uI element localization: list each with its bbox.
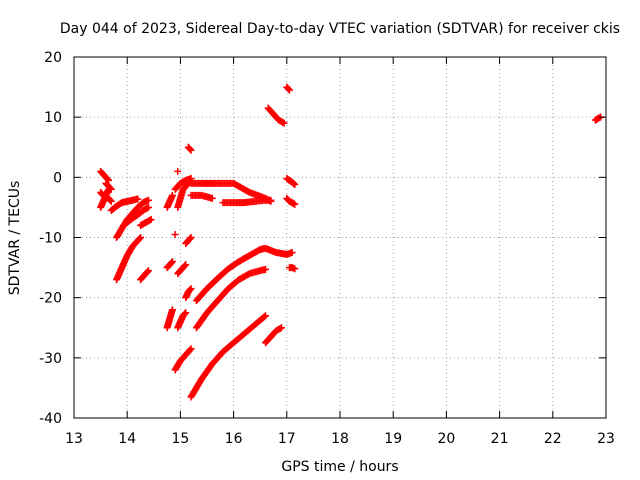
data-point-marker bbox=[187, 234, 195, 241]
data-point-marker bbox=[144, 203, 152, 211]
y-tick-label: -10 bbox=[39, 231, 62, 247]
data-point-marker bbox=[186, 346, 194, 354]
data-point-marker bbox=[291, 265, 299, 273]
x-tick-label: 21 bbox=[491, 431, 509, 447]
x-tick-label: 14 bbox=[118, 431, 136, 447]
data-point-marker bbox=[168, 259, 176, 267]
data-point-marker bbox=[291, 200, 299, 208]
data-point-marker bbox=[277, 324, 285, 332]
chart-grid bbox=[74, 57, 606, 418]
data-point-marker bbox=[136, 235, 144, 243]
data-point-marker bbox=[106, 184, 114, 192]
data-point-marker bbox=[144, 268, 152, 276]
data-point-marker bbox=[144, 196, 152, 204]
x-tick-label: 13 bbox=[65, 431, 83, 447]
data-point-marker bbox=[137, 234, 144, 241]
data-point-marker bbox=[174, 167, 182, 175]
data-point-marker bbox=[262, 265, 270, 273]
data-point-marker bbox=[186, 235, 194, 243]
data-points bbox=[97, 83, 605, 401]
data-point-marker bbox=[285, 86, 293, 94]
x-tick-label: 20 bbox=[437, 431, 455, 447]
data-point-marker bbox=[104, 175, 112, 183]
data-point-marker bbox=[168, 306, 176, 314]
x-tick-label: 23 bbox=[597, 431, 615, 447]
y-tick-label: 10 bbox=[44, 110, 62, 126]
data-point-marker bbox=[186, 145, 194, 153]
data-point-marker bbox=[182, 309, 190, 317]
data-point-marker bbox=[106, 196, 114, 204]
data-point-marker bbox=[107, 185, 115, 193]
data-point-marker bbox=[183, 180, 191, 188]
data-point-marker bbox=[168, 191, 176, 199]
y-tick-label: -20 bbox=[39, 291, 62, 307]
data-point-marker bbox=[291, 181, 299, 189]
data-point-marker bbox=[288, 249, 296, 257]
data-point-marker bbox=[262, 312, 270, 320]
y-tick-label: -40 bbox=[39, 411, 62, 427]
data-point-marker bbox=[187, 285, 195, 293]
data-point-marker bbox=[267, 196, 275, 204]
y-axis: 20 10 0 -10 -20 -30 -40 bbox=[39, 50, 606, 427]
data-point-marker bbox=[107, 197, 115, 205]
data-point-marker bbox=[134, 195, 142, 203]
x-tick-label: 18 bbox=[331, 431, 349, 447]
data-point-marker bbox=[143, 204, 151, 212]
data-point-marker bbox=[168, 258, 176, 266]
data-point-marker bbox=[187, 345, 195, 353]
y-tick-label: -30 bbox=[39, 351, 62, 367]
data-point-marker bbox=[208, 194, 216, 202]
data-point-marker bbox=[280, 119, 288, 127]
x-tick-label: 22 bbox=[544, 431, 562, 447]
data-point-marker bbox=[171, 230, 179, 238]
data-point-marker bbox=[146, 216, 154, 224]
x-axis: 13 14 15 16 17 18 19 20 21 22 23 bbox=[65, 57, 615, 447]
data-point-marker bbox=[279, 118, 287, 126]
data-point-marker bbox=[182, 261, 190, 269]
data-point-marker bbox=[144, 267, 152, 275]
x-axis-label: GPS time / hours bbox=[281, 459, 398, 475]
data-point-marker bbox=[181, 310, 189, 318]
data-point-marker bbox=[187, 146, 195, 154]
y-tick-label: 20 bbox=[44, 50, 62, 66]
y-axis-label: SDTVAR / TECUs bbox=[7, 181, 23, 296]
x-tick-label: 16 bbox=[225, 431, 243, 447]
data-point-marker bbox=[186, 286, 194, 294]
data-point-marker bbox=[181, 262, 189, 270]
y-tick-label: 0 bbox=[53, 170, 62, 186]
data-point-marker bbox=[290, 180, 298, 188]
x-tick-label: 15 bbox=[171, 431, 189, 447]
data-point-marker bbox=[147, 215, 155, 223]
x-tick-label: 17 bbox=[278, 431, 296, 447]
chart-title: Day 044 of 2023, Sidereal Day-to-day VTE… bbox=[60, 21, 620, 37]
data-point-marker bbox=[276, 325, 284, 333]
data-point-marker bbox=[285, 85, 293, 93]
data-point-marker bbox=[260, 313, 268, 321]
x-tick-label: 19 bbox=[384, 431, 402, 447]
